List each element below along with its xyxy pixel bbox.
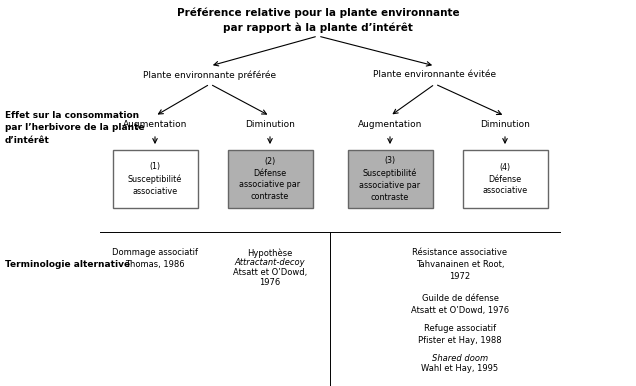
Text: Préférence relative pour la plante environnante
par rapport à la plante d’intérê: Préférence relative pour la plante envir…	[177, 8, 459, 33]
Text: Hypothèse: Hypothèse	[247, 248, 293, 257]
Text: Diminution: Diminution	[245, 120, 295, 129]
Text: Plante environnante évitée: Plante environnante évitée	[373, 70, 497, 79]
Text: Terminologie alternative: Terminologie alternative	[5, 260, 130, 269]
Text: (1)
Susceptibilité
associative: (1) Susceptibilité associative	[128, 163, 182, 196]
Text: (4)
Défense
associative: (4) Défense associative	[483, 163, 528, 195]
Text: Wahl et Hay, 1995: Wahl et Hay, 1995	[422, 364, 499, 373]
Text: Résistance associative
Tahvanainen et Root,
1972: Résistance associative Tahvanainen et Ro…	[412, 248, 508, 281]
Text: (2)
Défense
associative par
contraste: (2) Défense associative par contraste	[239, 157, 301, 201]
Text: Shared doom: Shared doom	[432, 354, 488, 363]
Text: Plante environnante préférée: Plante environnante préférée	[144, 70, 277, 80]
Text: Refuge associatif
Pfister et Hay, 1988: Refuge associatif Pfister et Hay, 1988	[418, 324, 502, 345]
Text: Augmentation: Augmentation	[358, 120, 422, 129]
Text: Attractant-decoy: Attractant-decoy	[235, 258, 305, 267]
Text: Dommage associatif
Thomas, 1986: Dommage associatif Thomas, 1986	[112, 248, 198, 269]
Text: Effet sur la consommation
par l’herbivore de la plante
d’intérêt: Effet sur la consommation par l’herbivor…	[5, 111, 144, 145]
Bar	[228, 150, 312, 208]
Bar	[113, 150, 198, 208]
Text: Atsatt et O’Dowd,: Atsatt et O’Dowd,	[233, 268, 307, 277]
Text: (3)
Susceptibilité
associative par
contraste: (3) Susceptibilité associative par contr…	[359, 156, 420, 201]
Text: Diminution: Diminution	[480, 120, 530, 129]
Text: Guilde de défense
Atsatt et O’Dowd, 1976: Guilde de défense Atsatt et O’Dowd, 1976	[411, 294, 509, 315]
Bar	[347, 150, 432, 208]
Text: 1976: 1976	[259, 278, 280, 287]
Bar	[462, 150, 548, 208]
Text: Augmentation: Augmentation	[123, 120, 187, 129]
